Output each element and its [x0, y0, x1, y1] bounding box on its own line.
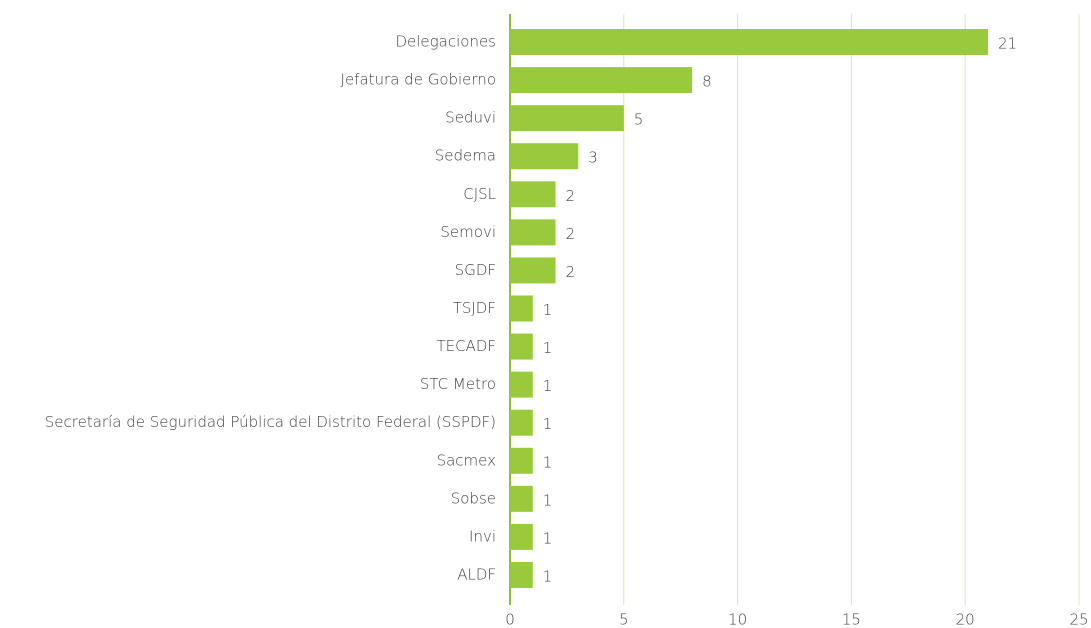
bar [510, 447, 533, 474]
y-tick-label: Sedema [435, 147, 496, 165]
bar [510, 485, 533, 512]
value-label: 3 [588, 149, 598, 167]
y-tick-label: Sacmex [437, 451, 497, 469]
y-tick-label: Semovi [440, 223, 496, 241]
y-tick-label: TSJDF [453, 299, 496, 317]
x-tick-label: 20 [956, 611, 975, 628]
y-tick-label: Seduvi [445, 109, 496, 127]
y-tick-label: SGDF [455, 261, 496, 279]
value-label: 1 [543, 339, 553, 357]
y-tick-label: CJSL [463, 185, 496, 203]
y-tick-label: Secretaría de Seguridad Pública del Dist… [45, 413, 496, 431]
x-tick-label: 0 [505, 611, 515, 628]
value-label: 1 [543, 415, 553, 433]
bar [510, 561, 533, 588]
value-label: 21 [998, 35, 1017, 53]
bar [510, 143, 579, 170]
y-tick-label: Sobse [451, 489, 496, 507]
y-tick-label: ALDF [457, 565, 496, 583]
bar [510, 523, 533, 550]
y-tick-label: Jefatura de Gobierno [341, 71, 496, 89]
bar [510, 257, 556, 284]
value-label: 2 [566, 187, 576, 205]
x-tick-label: 10 [728, 611, 747, 628]
bar [510, 371, 533, 398]
y-tick-label: Delegaciones [395, 33, 496, 51]
x-tick-label: 25 [1069, 611, 1088, 628]
bar [510, 105, 624, 132]
x-tick-label: 15 [842, 611, 861, 628]
value-label: 1 [543, 567, 553, 585]
bar [510, 29, 988, 56]
value-label: 2 [566, 263, 576, 281]
value-label: 1 [543, 453, 553, 471]
value-label: 5 [634, 111, 644, 129]
y-tick-label: Invi [469, 527, 496, 545]
x-tick-label: 5 [619, 611, 629, 628]
value-label: 1 [543, 377, 553, 395]
value-label: 1 [543, 529, 553, 547]
value-label: 8 [702, 73, 712, 91]
value-label: 2 [566, 225, 576, 243]
value-label: 1 [543, 491, 553, 509]
bar [510, 219, 556, 246]
value-label: 1 [543, 301, 553, 319]
y-tick-label: TECADF [436, 337, 496, 355]
bar [510, 181, 556, 208]
bar [510, 67, 693, 94]
bar [510, 295, 533, 322]
y-tick-label: STC Metro [420, 375, 496, 393]
bar [510, 333, 533, 360]
bar [510, 409, 533, 436]
